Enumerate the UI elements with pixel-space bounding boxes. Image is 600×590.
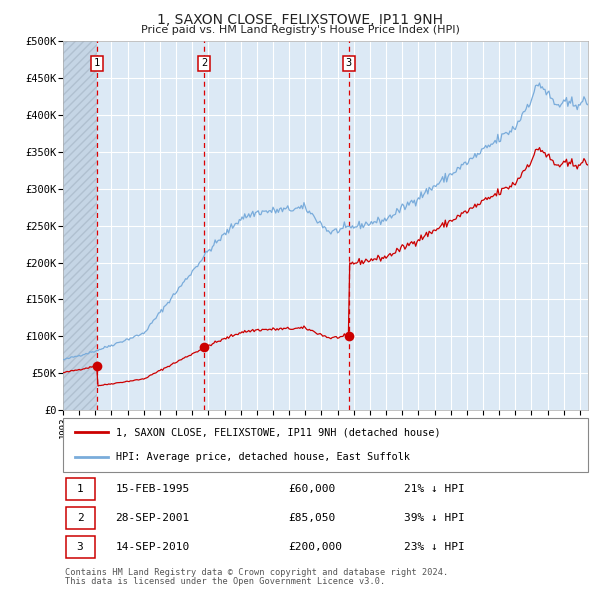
Text: £60,000: £60,000 [289, 484, 336, 494]
Text: 1, SAXON CLOSE, FELIXSTOWE, IP11 9NH (detached house): 1, SAXON CLOSE, FELIXSTOWE, IP11 9NH (de… [115, 427, 440, 437]
Text: Price paid vs. HM Land Registry's House Price Index (HPI): Price paid vs. HM Land Registry's House … [140, 25, 460, 35]
Text: 3: 3 [77, 542, 83, 552]
Text: 3: 3 [346, 58, 352, 68]
Text: 1: 1 [94, 58, 100, 68]
Text: This data is licensed under the Open Government Licence v3.0.: This data is licensed under the Open Gov… [65, 577, 385, 586]
Text: £200,000: £200,000 [289, 542, 343, 552]
Text: £85,050: £85,050 [289, 513, 336, 523]
Text: 21% ↓ HPI: 21% ↓ HPI [404, 484, 465, 494]
Text: 14-SEP-2010: 14-SEP-2010 [115, 542, 190, 552]
Text: 15-FEB-1995: 15-FEB-1995 [115, 484, 190, 494]
FancyBboxPatch shape [65, 536, 95, 558]
Text: 2: 2 [77, 513, 83, 523]
FancyBboxPatch shape [65, 478, 95, 500]
FancyBboxPatch shape [63, 418, 588, 472]
Text: 1: 1 [77, 484, 83, 494]
Text: 1, SAXON CLOSE, FELIXSTOWE, IP11 9NH: 1, SAXON CLOSE, FELIXSTOWE, IP11 9NH [157, 13, 443, 27]
Text: 39% ↓ HPI: 39% ↓ HPI [404, 513, 465, 523]
FancyBboxPatch shape [65, 507, 95, 529]
Text: 23% ↓ HPI: 23% ↓ HPI [404, 542, 465, 552]
Text: 2: 2 [201, 58, 208, 68]
Text: HPI: Average price, detached house, East Suffolk: HPI: Average price, detached house, East… [115, 453, 409, 463]
Text: Contains HM Land Registry data © Crown copyright and database right 2024.: Contains HM Land Registry data © Crown c… [65, 568, 448, 576]
Text: 28-SEP-2001: 28-SEP-2001 [115, 513, 190, 523]
Bar [63, 41, 97, 410]
